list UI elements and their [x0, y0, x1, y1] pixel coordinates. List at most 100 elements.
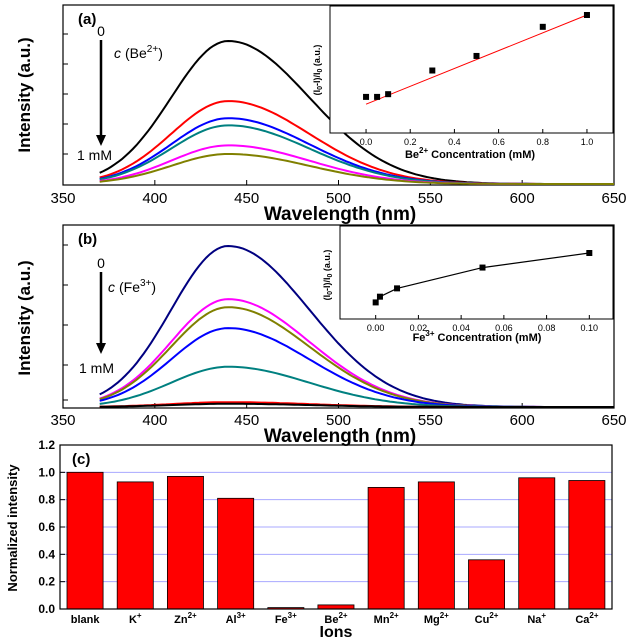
inset-data-point — [429, 67, 436, 74]
panel-a-inset-ylabel: (I0-I)/I0 (a.u.) — [312, 45, 324, 96]
category-label: Mn2+ — [374, 611, 399, 626]
spectrum-line-4 — [99, 365, 614, 408]
bar-mg — [417, 481, 455, 610]
x-tick-label: 600 — [510, 412, 535, 429]
panel-a-annot-1mm: 1 mM — [77, 147, 112, 163]
inset-data-point — [539, 23, 546, 30]
bar-k — [116, 481, 154, 610]
x-tick-label: 600 — [510, 190, 535, 207]
inset-x-tick-label: 0.4 — [448, 137, 461, 147]
panel-a-inset-frame — [329, 5, 614, 134]
y-tick-label: 1.2 — [38, 438, 55, 452]
bar-cu — [468, 559, 505, 610]
panel-a-annot-conc: c (Be2+) — [114, 44, 163, 61]
panel-b-yticks — [63, 244, 68, 401]
inset-data-point — [583, 12, 590, 18]
category-label: Al3+ — [226, 611, 246, 626]
spectrum-line-6 — [99, 402, 614, 408]
y-tick-label: 0.4 — [38, 547, 55, 561]
panel-a-inset-xlabel: Be2+ Concentration (mM) — [405, 146, 535, 161]
panel-b-ylabel: Intensity (a.u.) — [15, 260, 34, 375]
panel-b: (b) 350 400 450 500 550 600 650 Intensity (a.u… — [15, 224, 627, 447]
inset-x-tick-label: 0.10 — [581, 323, 599, 333]
inset-data-point — [479, 264, 486, 271]
panel-a-ylabel: Intensity (a.u.) — [15, 37, 34, 152]
x-tick-label: 350 — [50, 190, 75, 207]
inset-x-tick-label: 0.2 — [404, 137, 417, 147]
inset-data-point — [394, 285, 401, 292]
inset-x-tick-label: 0.08 — [538, 323, 556, 333]
inset-x-tick-label: 1.0 — [581, 137, 594, 147]
panel-c: (c) 0.0 0.2 0.4 0.6 0.8 1.0 1.2 blank K+ Zn2+ Al3… — [5, 438, 613, 640]
panel-b-annot-zero: 0 — [97, 255, 105, 271]
panel-c-category-labels: blank K+ Zn2+ Al3+ Fe3+ Be2+ Mn2+ Mg2+ Cu2+ Na+ Ca… — [71, 611, 599, 626]
panel-a-inset: 0.0 0.2 0.4 0.6 0.8 1.0 (I0-I)/I0 (a.u.) Be2+… — [312, 5, 614, 161]
x-tick-label: 400 — [142, 190, 167, 207]
panel-b-inset: 0.00 0.02 0.04 0.06 0.08 0.10 (I0-I)/I0 (a.u.… — [322, 225, 614, 344]
category-label: Na+ — [527, 611, 546, 626]
inset-x-tick-label: 0.02 — [410, 323, 428, 333]
panel-c-xlabel: Ions — [320, 624, 353, 640]
inset-data-point — [586, 250, 593, 256]
category-label: blank — [71, 614, 101, 626]
panel-c-label: (c) — [72, 451, 90, 468]
x-tick-label: 400 — [142, 412, 167, 429]
x-tick-label: 550 — [418, 412, 443, 429]
inset-x-tick-label: 0.8 — [537, 137, 550, 147]
bar-ca — [568, 480, 606, 610]
inset-x-tick-label: 0.6 — [492, 137, 505, 147]
bar-na — [518, 477, 556, 610]
panel-a-yticks — [63, 33, 68, 155]
category-label: Fe3+ — [275, 611, 297, 626]
x-tick-label: 450 — [234, 412, 259, 429]
y-tick-label: 0.6 — [38, 520, 55, 534]
category-label: Mg2+ — [424, 611, 449, 626]
inset-data-point — [376, 293, 383, 300]
y-tick-label: 1.0 — [38, 465, 55, 479]
x-tick-label: 500 — [326, 190, 351, 207]
x-tick-label: 500 — [326, 412, 351, 429]
inset-data-point — [473, 52, 480, 59]
panel-c-yticks: 0.0 0.2 0.4 0.6 0.8 1.0 1.2 — [38, 438, 65, 616]
inset-data-point — [374, 93, 381, 100]
y-tick-label: 0.0 — [38, 602, 55, 616]
x-tick-label: 650 — [601, 190, 626, 207]
category-label: Zn2+ — [174, 611, 197, 626]
bar-blank — [66, 471, 104, 610]
panel-b-xlabel: Wavelength (nm) — [264, 426, 416, 447]
panel-b-inset-xticks: 0.00 0.02 0.04 0.06 0.08 0.10 — [367, 315, 598, 333]
x-tick-label: 450 — [234, 190, 259, 207]
bar-mn — [367, 486, 405, 610]
panel-b-arrowhead — [96, 343, 106, 354]
panel-b-inset-ylabel: (I0-I)/I0 (a.u.) — [322, 250, 334, 301]
panel-c-bars — [66, 471, 606, 610]
x-tick-label: 550 — [418, 190, 443, 207]
panel-c-ylabel: Normalized intensity — [5, 464, 20, 592]
panel-b-annot-conc: c (Fe3+) — [108, 278, 156, 295]
panel-a-curves — [99, 39, 614, 185]
inset-data-point — [385, 91, 392, 98]
panel-a: (a) 350 400 450 500 550 600 650 Intensity (a.u… — [15, 4, 627, 225]
inset-x-tick-label: 0.0 — [360, 137, 373, 147]
inset-x-tick-label: 0.06 — [495, 323, 513, 333]
panel-a-xticks: 350 400 450 500 550 600 650 — [50, 180, 627, 207]
y-tick-label: 0.8 — [38, 493, 55, 507]
category-label: Be2+ — [324, 611, 348, 626]
panel-b-inset-frame — [339, 225, 614, 320]
panel-a-label: (a) — [78, 11, 96, 28]
x-tick-label: 350 — [50, 412, 75, 429]
bar-be — [317, 604, 355, 610]
inset-data-point — [363, 93, 370, 100]
panel-a-inset-marks — [363, 12, 590, 105]
panel-b-xticks: 350 400 450 500 550 600 650 — [50, 403, 627, 429]
y-tick-label: 0.2 — [38, 575, 55, 589]
bar-al — [217, 497, 255, 610]
panel-a-inset-xticks: 0.0 0.2 0.4 0.6 0.8 1.0 — [360, 129, 593, 147]
panel-b-inset-marks — [372, 250, 593, 306]
panel-b-inset-xlabel: Fe3+ Concentration (mM) — [413, 329, 542, 344]
panel-b-annot-1mm: 1 mM — [79, 360, 114, 376]
inset-x-tick-label: 0.04 — [452, 323, 470, 333]
inset-x-tick-label: 0.00 — [367, 323, 385, 333]
panel-b-label: (b) — [78, 231, 97, 248]
